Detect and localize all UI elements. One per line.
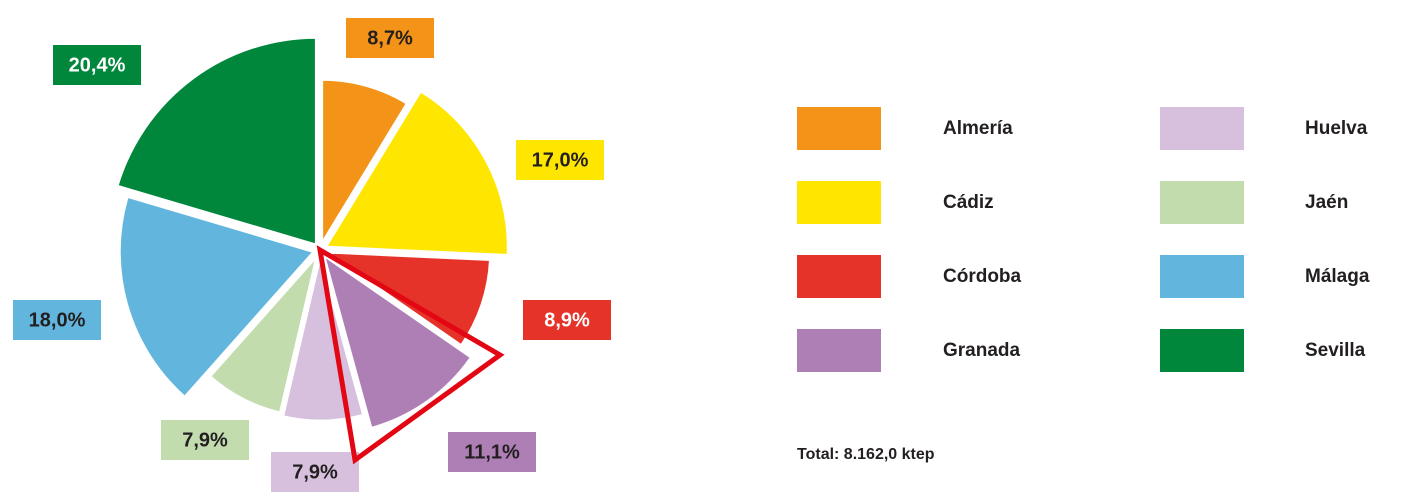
legend-swatch	[797, 107, 881, 150]
legend-swatch	[1160, 255, 1244, 298]
value-label: 18,0%	[29, 309, 86, 331]
value-label-box	[523, 300, 611, 340]
pie-slice	[322, 88, 510, 258]
pie: 8,7% 17,0% 8,9% 11,1% 7,9% 7,9% 18,0% 20,4%	[13, 18, 611, 492]
pie-slice	[320, 251, 474, 431]
legend-label: Sevilla	[1305, 340, 1366, 361]
legend-swatch	[1160, 107, 1244, 150]
value-label-box	[13, 300, 101, 340]
value-label-box	[516, 140, 604, 180]
legend-label: Cádiz	[943, 192, 994, 213]
legend-label: Málaga	[1305, 266, 1370, 287]
total-annotation: Total: 8.162,0 ktep	[797, 446, 935, 463]
value-label: 8,7%	[367, 27, 413, 49]
pie-slice	[115, 35, 318, 248]
legend: Almería Cádiz Córdoba Granada Huelva Jaén Mála…	[797, 107, 1370, 372]
legend-label: Córdoba	[943, 266, 1022, 287]
legend-label: Almería	[943, 118, 1013, 139]
value-label-box	[161, 420, 249, 460]
value-label: 7,9%	[182, 429, 228, 451]
value-label-box	[53, 45, 141, 85]
legend-swatch	[797, 329, 881, 372]
value-label-box	[346, 18, 434, 58]
legend-label: Huelva	[1305, 118, 1368, 139]
value-label: 7,9%	[292, 461, 338, 483]
legend-label: Jaén	[1305, 192, 1348, 213]
value-label: 11,1%	[464, 441, 520, 463]
value-label-box	[271, 452, 359, 492]
legend-swatch	[1160, 181, 1244, 224]
pie-slice	[207, 254, 319, 415]
legend-swatch	[797, 255, 881, 298]
legend-swatch	[1160, 329, 1244, 372]
legend-swatch	[797, 181, 881, 224]
value-label: 17,0%	[532, 149, 589, 171]
value-label-box	[448, 432, 536, 472]
value-label: 20,4%	[69, 54, 126, 76]
pie-slice	[320, 77, 410, 250]
highlight-triangle	[316, 245, 505, 465]
legend-label: Granada	[943, 340, 1021, 361]
pie-slice	[117, 194, 317, 400]
value-label: 8,9%	[544, 309, 590, 331]
